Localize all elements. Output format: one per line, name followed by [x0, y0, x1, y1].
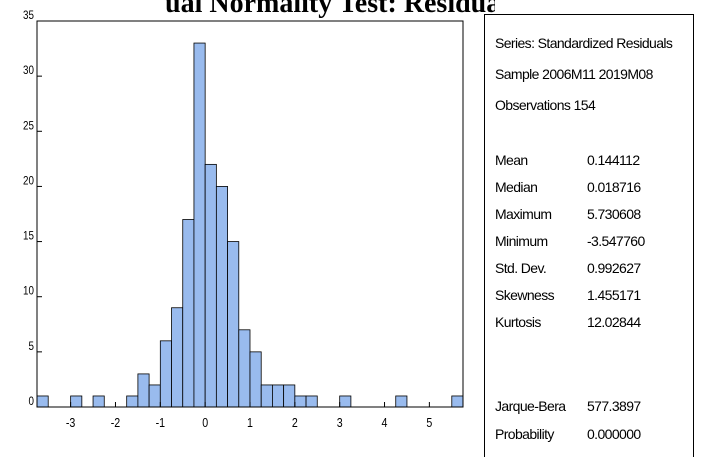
histogram-bar	[305, 395, 318, 408]
x-tick-label: 1	[247, 415, 253, 430]
histogram-bar	[182, 219, 195, 408]
histogram-bar	[249, 351, 262, 408]
histogram-bar	[159, 340, 172, 408]
histogram-bar	[171, 307, 184, 408]
stat-label: Maximum	[495, 206, 552, 222]
y-axis-ticks: 0 5 10 15 20 25 30 35	[23, 9, 42, 408]
y-tick-label: 30	[23, 64, 34, 77]
histogram-bar	[294, 395, 307, 408]
y-tick-label: 35	[23, 9, 34, 22]
stat-row-median: Median 0.018716	[495, 179, 690, 199]
series-label: Series: Standardized Residuals	[495, 35, 673, 51]
histogram-bar	[260, 384, 273, 408]
x-tick-label: 4	[382, 415, 388, 430]
histogram-bar	[148, 384, 161, 408]
statistics-panel: Series: Standardized Residuals Sample 20…	[484, 14, 694, 457]
x-tick-label: -1	[156, 415, 166, 430]
stat-value: -3.547760	[587, 233, 645, 249]
stat-value: 0.018716	[587, 179, 641, 195]
histogram-bar	[137, 373, 150, 408]
x-tick-label: 2	[292, 415, 298, 430]
stat-row-probability: Probability 0.000000	[495, 426, 690, 446]
stat-label: Minimum	[495, 233, 548, 249]
stat-value: 5.730608	[587, 206, 641, 222]
stat-row-minimum: Minimum -3.547760	[495, 233, 690, 253]
y-tick-label: 5	[29, 340, 34, 353]
histogram-bar	[204, 163, 217, 408]
x-tick-label: 0	[202, 415, 208, 430]
stat-row-skewness: Skewness 1.455171	[495, 287, 690, 307]
stat-value: 0.000000	[587, 426, 641, 442]
histogram-bar	[36, 395, 49, 408]
y-tick-label: 20	[23, 175, 34, 188]
observations-label: Observations 154	[495, 97, 596, 113]
histogram-bar	[92, 395, 105, 408]
histogram-bar	[227, 241, 240, 408]
histogram-bar	[70, 395, 83, 408]
histogram-bar	[339, 395, 352, 408]
stat-value: 577.3897	[587, 398, 641, 414]
y-tick-label: 15	[23, 230, 34, 243]
stat-label: Std. Dev.	[495, 260, 547, 276]
stat-label: Median	[495, 179, 538, 195]
x-tick-label: -2	[111, 415, 120, 430]
stat-value: 1.455171	[587, 287, 641, 303]
histogram-bar	[126, 395, 139, 408]
x-tick-label: 5	[426, 415, 432, 430]
x-axis-ticks: -3 -2 -1 0 1 2 3 4 5	[66, 402, 433, 430]
histogram-bar	[238, 329, 251, 408]
x-tick-label: 3	[337, 415, 343, 430]
x-tick-label: -3	[66, 415, 76, 430]
y-tick-label: 25	[23, 119, 34, 132]
histogram-bar	[283, 384, 296, 408]
y-tick-label: 0	[29, 395, 34, 408]
stat-row-jarque-bera: Jarque-Bera 577.3897	[495, 398, 690, 418]
stat-value: 12.02844	[587, 314, 641, 330]
histogram-bar	[272, 384, 285, 408]
stat-row-std-dev: Std. Dev. 0.992627	[495, 260, 690, 280]
stat-label: Kurtosis	[495, 314, 541, 330]
stat-label: Mean	[495, 152, 528, 168]
stat-row-maximum: Maximum 5.730608	[495, 206, 690, 226]
histogram-bars	[36, 42, 464, 408]
stat-label: Jarque-Bera	[495, 398, 566, 414]
stat-label: Skewness	[495, 287, 555, 303]
histogram-bar	[451, 395, 464, 408]
histogram-bar	[395, 395, 408, 408]
stat-label: Probability	[495, 426, 554, 442]
histogram-bar	[215, 186, 228, 408]
stat-row-kurtosis: Kurtosis 12.02844	[495, 314, 690, 334]
y-tick-label: 10	[23, 285, 34, 298]
page-title: ual Normality Test: Residuals Histogram	[165, 0, 495, 19]
stat-value: 0.144112	[587, 152, 640, 168]
histogram-chart: 0 5 10 15 20 25 30 35 -3 -2 -1 0 1 2 3 4 5	[23, 9, 464, 430]
stat-value: 0.992627	[587, 260, 641, 276]
histogram-bar	[193, 42, 206, 408]
sample-label: Sample 2006M11 2019M08	[495, 66, 653, 82]
stat-row-mean: Mean 0.144112	[495, 152, 690, 172]
